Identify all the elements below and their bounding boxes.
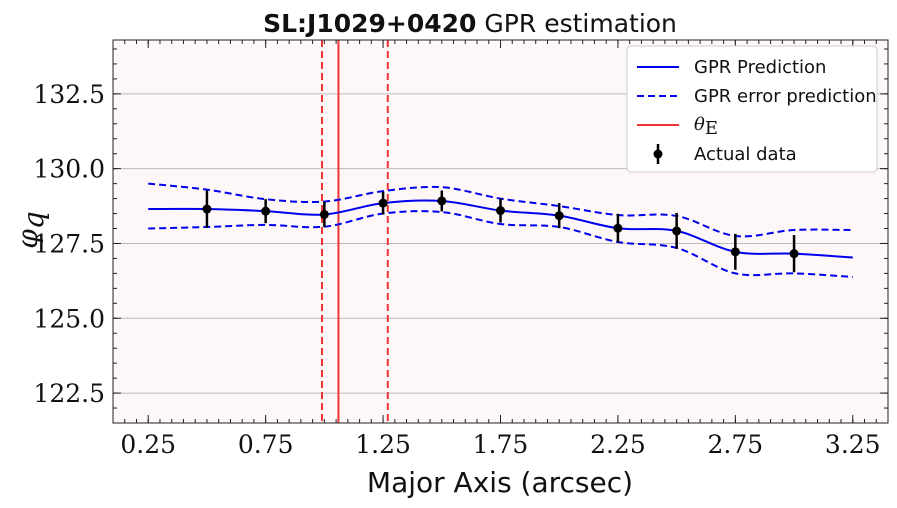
- y-tick-label: 127.5: [33, 229, 105, 258]
- chart-title-rest: GPR estimation: [484, 9, 676, 38]
- legend-box: [626, 45, 878, 173]
- y-tick-label: 125.0: [33, 304, 105, 333]
- legend-label-data: Actual data: [694, 144, 797, 165]
- x-tick-label: 2.75: [708, 430, 764, 459]
- data-point: [672, 226, 682, 236]
- data-point: [319, 209, 329, 219]
- data-point: [437, 196, 447, 206]
- legend-label-prediction: GPR Prediction: [694, 57, 826, 78]
- chart-title-object: SL:J1029+0420: [263, 9, 476, 38]
- data-point: [730, 247, 740, 257]
- data-point: [554, 211, 564, 221]
- data-point: [496, 206, 505, 216]
- legend-label-error-prediction: GPR error prediction: [694, 86, 877, 107]
- y-tick-label: 132.5: [33, 80, 105, 109]
- x-tick-label: 2.25: [590, 430, 646, 459]
- error-lower-line: [148, 210, 853, 278]
- y-axis-label: φq: [11, 211, 50, 249]
- data-point: [613, 223, 623, 233]
- legend-theta-symbol: θ: [694, 114, 705, 135]
- y-tick-label: 130.0: [33, 155, 105, 184]
- data-point: [202, 204, 212, 214]
- x-tick-label: 0.75: [238, 430, 294, 459]
- plot-frame: [112, 39, 889, 424]
- y-axis-label-symbol: φ: [11, 229, 44, 249]
- x-tick-label: 1.25: [355, 430, 411, 459]
- y-tick-label: 122.5: [33, 379, 105, 408]
- data-point: [789, 249, 799, 259]
- data-point: [261, 206, 271, 216]
- tick-layer: 122.5 125.0 127.5 130.0 132.5 0.25 0.75 1.25 1.7…: [33, 40, 889, 459]
- x-tick-label: 0.25: [120, 430, 176, 459]
- legend-theta-subscript: E: [705, 118, 718, 139]
- x-tick-label: 3.25: [825, 430, 881, 459]
- legend: GPR Prediction GPR error prediction θE A…: [626, 45, 878, 173]
- series-layer: [148, 40, 853, 423]
- x-axis-label: Major Axis (arcsec): [367, 466, 633, 499]
- y-axis-label-subscript: q: [17, 211, 50, 229]
- data-point: [378, 198, 388, 208]
- x-tick-label: 1.75: [473, 430, 529, 459]
- chart-title: SL:J1029+0420 GPR estimation: [263, 9, 677, 38]
- legend-label-theta: θE: [694, 114, 718, 139]
- legend-swatch-data-marker: [653, 149, 663, 159]
